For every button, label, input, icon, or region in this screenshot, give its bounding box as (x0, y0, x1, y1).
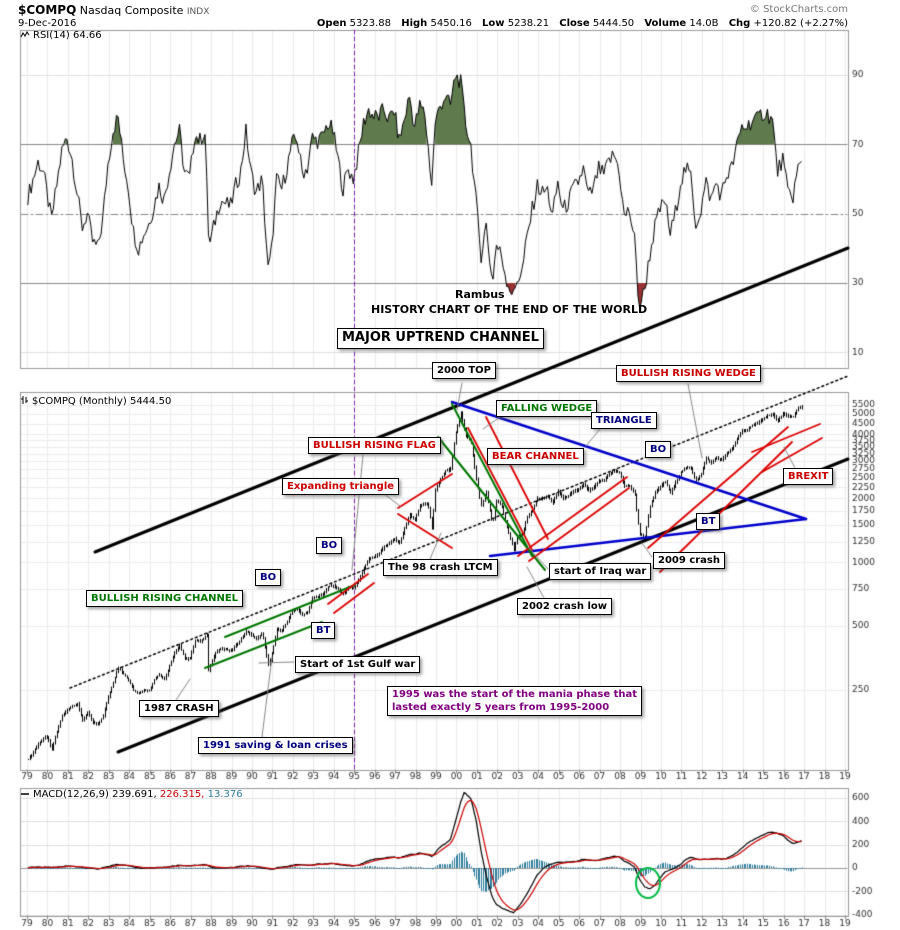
copyright: © StockCharts.com (749, 4, 848, 15)
rsi-legend-label: RSI(14) (33, 30, 70, 41)
volume-label: Volume (644, 18, 687, 29)
macd-value: 239.691, (112, 789, 157, 800)
symbol: $COMPQ (18, 3, 77, 17)
callout-bo: BO (316, 537, 343, 554)
callout-triangle: TRIANGLE (591, 412, 657, 429)
callout-bo: BO (645, 441, 672, 458)
low-label: Low (482, 18, 505, 29)
close-label: Close (559, 18, 590, 29)
chart-date: 9-Dec-2016 (18, 18, 77, 29)
macd-signal-value: 226.315, (159, 789, 205, 800)
chg-value: +120.82 (+2.27%) (753, 18, 849, 29)
open-label: Open (316, 18, 347, 29)
volume-value: 14.0B (689, 18, 719, 29)
callout-start-of-iraq-war: start of Iraq war (549, 563, 652, 580)
callout-major-uptrend-channel: MAJOR UPTREND CHANNEL (337, 328, 544, 349)
low-value: 5238.21 (507, 18, 550, 29)
callout-bullish-rising-wedge: BULLISH RISING WEDGE (616, 365, 761, 382)
symbol-name: Nasdaq Composite (79, 4, 184, 17)
price-legend-value: 5444.50 (129, 396, 172, 407)
callout-1987-crash: 1987 CRASH (139, 700, 219, 717)
chart-header: $COMPQ Nasdaq Composite INDX (18, 3, 209, 17)
price-legend-label: $COMPQ (Monthly) (32, 396, 127, 407)
callout-2000-top: 2000 TOP (432, 362, 496, 379)
close-value: 5444.50 (592, 18, 635, 29)
rsi-legend-value: 64.66 (72, 30, 102, 41)
exchange-tag: INDX (186, 7, 210, 17)
high-label: High (401, 18, 428, 29)
callout-falling-wedge: FALLING WEDGE (496, 400, 598, 417)
callout-2002-crash-low: 2002 crash low (517, 598, 613, 615)
callout-expanding-triangle: Expanding triangle (282, 478, 400, 495)
price-legend-icon (20, 395, 29, 408)
callout-2009-crash: 2009 crash (653, 552, 725, 569)
macd-legend: MACD(12,26,9) 239.691, 226.315, 13.376 (20, 789, 243, 801)
open-value: 5323.88 (349, 18, 392, 29)
callout-bear-channel: BEAR CHANNEL (487, 448, 584, 465)
callout-bt: BT (311, 622, 336, 639)
quote-line: Open 5323.88 High 5450.16 Low 5238.21 Cl… (310, 18, 848, 29)
high-value: 5450.16 (430, 18, 472, 29)
price-legend: $COMPQ (Monthly) 5444.50 (20, 395, 171, 408)
callout-1991-saving-loan-crises: 1991 saving & loan crises (198, 737, 353, 754)
callout-bullish-rising-channel: BULLISH RISING CHANNEL (86, 590, 244, 607)
text-history-chart-of-the-end-of-the-world: HISTORY CHART OF THE END OF THE WORLD (371, 303, 648, 316)
macd-legend-icon (20, 790, 30, 801)
callout-bullish-rising-flag: BULLISH RISING FLAG (308, 437, 441, 454)
macd-hist-value: 13.376 (207, 789, 243, 800)
callout-the-98-crash-ltcm: The 98 crash LTCM (383, 559, 498, 576)
callout-bo: BO (255, 569, 282, 586)
callout-bt: BT (696, 513, 721, 530)
rsi-legend: RSI(14) 64.66 (20, 30, 102, 42)
callout-brexit: BREXIT (783, 468, 834, 485)
text-rambus: Rambus (455, 288, 505, 301)
macd-legend-label: MACD(12,26,9) (33, 789, 109, 800)
chg-label: Chg (728, 18, 751, 29)
rsi-legend-icon (20, 30, 30, 42)
callout-start-of-1st-gulf-war: Start of 1st Gulf war (295, 656, 421, 673)
callout-1995-was-the-start-of-the-mania-phase-that: 1995 was the start of the mania phase th… (387, 686, 643, 716)
